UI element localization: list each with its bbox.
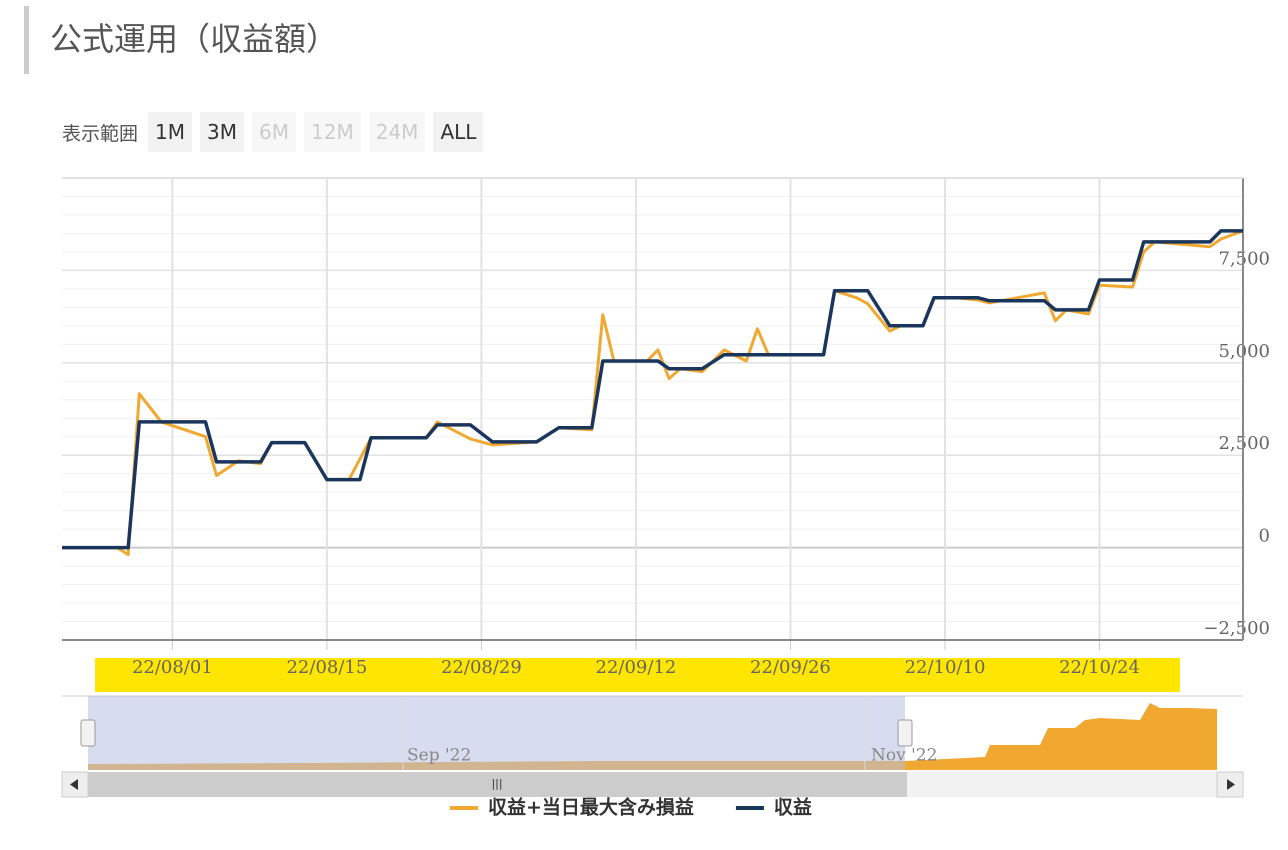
- scroll-grip: |||: [491, 777, 502, 790]
- page-title: 公式運用（収益額）: [50, 20, 339, 58]
- navigator-handle[interactable]: [897, 719, 913, 747]
- navigator-area: [88, 703, 1217, 770]
- range-button[interactable]: 3M: [200, 112, 245, 152]
- x-tick-label: 22/08/01: [132, 657, 213, 678]
- y-tick-label: 0: [1259, 526, 1270, 547]
- range-button[interactable]: 1M: [148, 112, 193, 152]
- title-bar: [24, 6, 29, 74]
- legend-label: 収益+当日最大含み損益: [488, 796, 694, 819]
- x-tick-label: 22/10/24: [1059, 657, 1140, 678]
- range-button: 12M: [304, 112, 361, 152]
- y-tick-label: 7,500: [1218, 248, 1270, 269]
- navigator-label: Sep '22: [407, 746, 471, 766]
- y-tick-label: 5,000: [1218, 341, 1270, 362]
- range-button[interactable]: ALL: [433, 112, 484, 152]
- navigator-mask: [88, 696, 905, 770]
- y-tick-label: 2,500: [1218, 433, 1270, 454]
- series-line: [62, 229, 1243, 550]
- x-tick-label: 22/08/29: [441, 657, 522, 678]
- navigator-label: Nov '22: [871, 746, 937, 766]
- label-highlight: [95, 658, 1180, 692]
- range-button: 24M: [368, 112, 426, 152]
- x-tick-label: 22/09/26: [750, 657, 831, 678]
- x-tick-label: 22/08/15: [286, 657, 367, 678]
- arrow: [70, 779, 78, 790]
- navigator-handle[interactable]: [80, 719, 96, 747]
- scrollbar-thumb[interactable]: [88, 772, 907, 797]
- range-label: 表示範囲: [62, 122, 139, 145]
- series-line: [62, 229, 1244, 557]
- x-tick-label: 22/10/10: [905, 657, 986, 678]
- x-tick-label: 22/09/12: [596, 657, 677, 678]
- range-selector: 表示範囲 1M 3M 6M 12M 24M ALL: [62, 112, 484, 152]
- plot: −2,500 0 2,500 5,000 7,500 22/08/01 22/08/15 22…: [62, 177, 1270, 678]
- arrow: [1227, 779, 1235, 790]
- y-tick-label: −2,500: [1203, 618, 1270, 639]
- navigator: Sep '22 Nov '22 |||: [61, 695, 1244, 798]
- range-button: 6M: [252, 112, 297, 152]
- legend-label: 収益: [774, 796, 812, 819]
